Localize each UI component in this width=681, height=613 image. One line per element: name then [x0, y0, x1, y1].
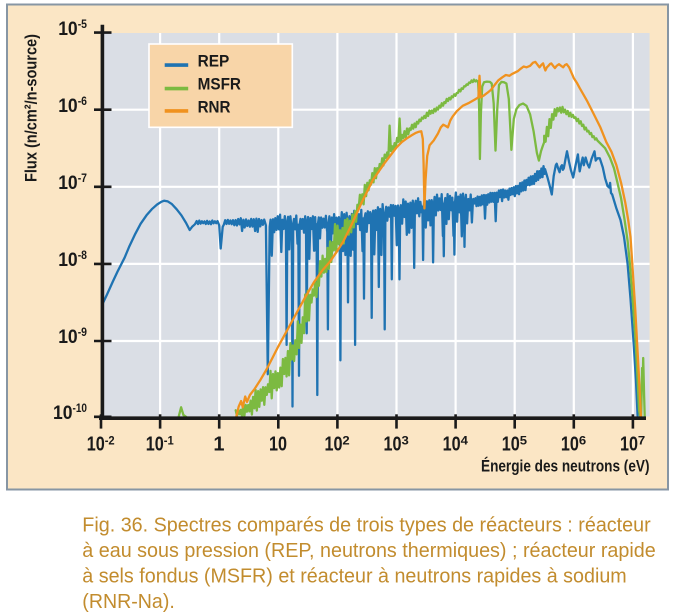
svg-text:10-7: 10-7: [58, 173, 87, 194]
svg-text:103: 103: [384, 434, 409, 456]
svg-text:10-9: 10-9: [58, 327, 87, 348]
svg-text:à sels fondus (MSFR) et réacte: à sels fondus (MSFR) et réacteur à neutr…: [82, 565, 626, 588]
svg-text:10-5: 10-5: [58, 19, 87, 40]
svg-text:Flux (n/cm²/n-source): Flux (n/cm²/n-source): [22, 34, 41, 182]
svg-text:1: 1: [213, 434, 224, 456]
svg-text:à eau sous pression (REP, neut: à eau sous pression (REP, neutrons therm…: [82, 539, 655, 562]
svg-text:107: 107: [620, 434, 645, 456]
svg-text:104: 104: [443, 434, 469, 456]
svg-text:102: 102: [324, 434, 349, 456]
svg-text:Énergie des neutrons (eV): Énergie des neutrons (eV): [481, 457, 650, 476]
svg-text:RNR: RNR: [198, 98, 231, 117]
svg-text:10-2: 10-2: [87, 434, 115, 456]
svg-text:Fig. 36. Spectres comparés de: Fig. 36. Spectres comparés de trois type…: [82, 514, 651, 537]
svg-text:10-1: 10-1: [146, 434, 175, 456]
svg-text:MSFR: MSFR: [198, 75, 241, 94]
svg-text:106: 106: [561, 434, 586, 456]
svg-text:10-6: 10-6: [58, 96, 87, 117]
svg-text:10: 10: [269, 434, 287, 456]
svg-text:(RNR-Na).: (RNR-Na).: [82, 590, 175, 613]
svg-text:105: 105: [502, 434, 528, 456]
svg-text:10-8: 10-8: [58, 250, 87, 271]
svg-text:REP: REP: [198, 52, 230, 71]
svg-text:10-10: 10-10: [53, 403, 87, 424]
